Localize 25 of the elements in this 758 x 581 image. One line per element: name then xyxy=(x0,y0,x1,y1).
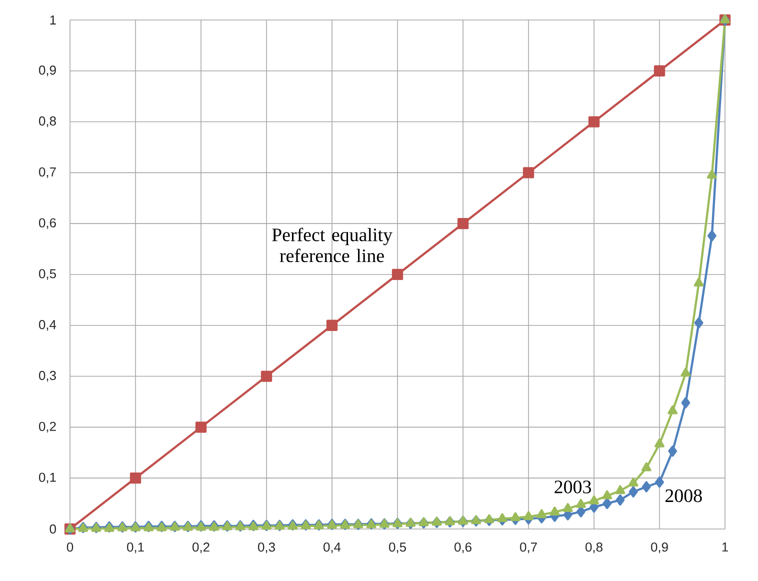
x-tick-label: 0,7 xyxy=(520,542,537,554)
y-tick-label: 0,9 xyxy=(38,66,56,76)
series-label: 2003 xyxy=(554,480,591,494)
y-tick-label: 1 xyxy=(50,16,56,24)
x-tick-label: 0,2 xyxy=(192,542,210,554)
x-tick-label: 0,8 xyxy=(586,542,602,554)
y-tick-label: 0,4 xyxy=(38,320,56,331)
y-tick-label: 0,8 xyxy=(38,116,56,128)
y-tick-label: 0,1 xyxy=(38,472,56,484)
x-tick-label: 1 xyxy=(722,542,728,552)
x-tick-label: 0,6 xyxy=(454,542,472,554)
x-tick-label: 0 xyxy=(66,542,74,552)
series-label: Perfect equality reference line xyxy=(272,228,392,262)
y-tick-label: 0 xyxy=(50,524,56,534)
y-tick-label: 0,5 xyxy=(38,269,56,280)
y-tick-label: 0,6 xyxy=(38,218,56,229)
x-tick-label: 0,3 xyxy=(258,542,275,554)
y-tick-label: 0,7 xyxy=(38,167,56,178)
x-tick-label: 0,4 xyxy=(324,542,341,554)
y-tick-label: 0,3 xyxy=(38,370,56,382)
y-tick-label: 0,2 xyxy=(38,422,56,433)
x-tick-label: 0,9 xyxy=(651,542,668,554)
x-tick-label: 0,5 xyxy=(389,542,406,554)
series-label: 2008 xyxy=(666,489,702,502)
x-tick-label: 0,1 xyxy=(127,542,144,554)
